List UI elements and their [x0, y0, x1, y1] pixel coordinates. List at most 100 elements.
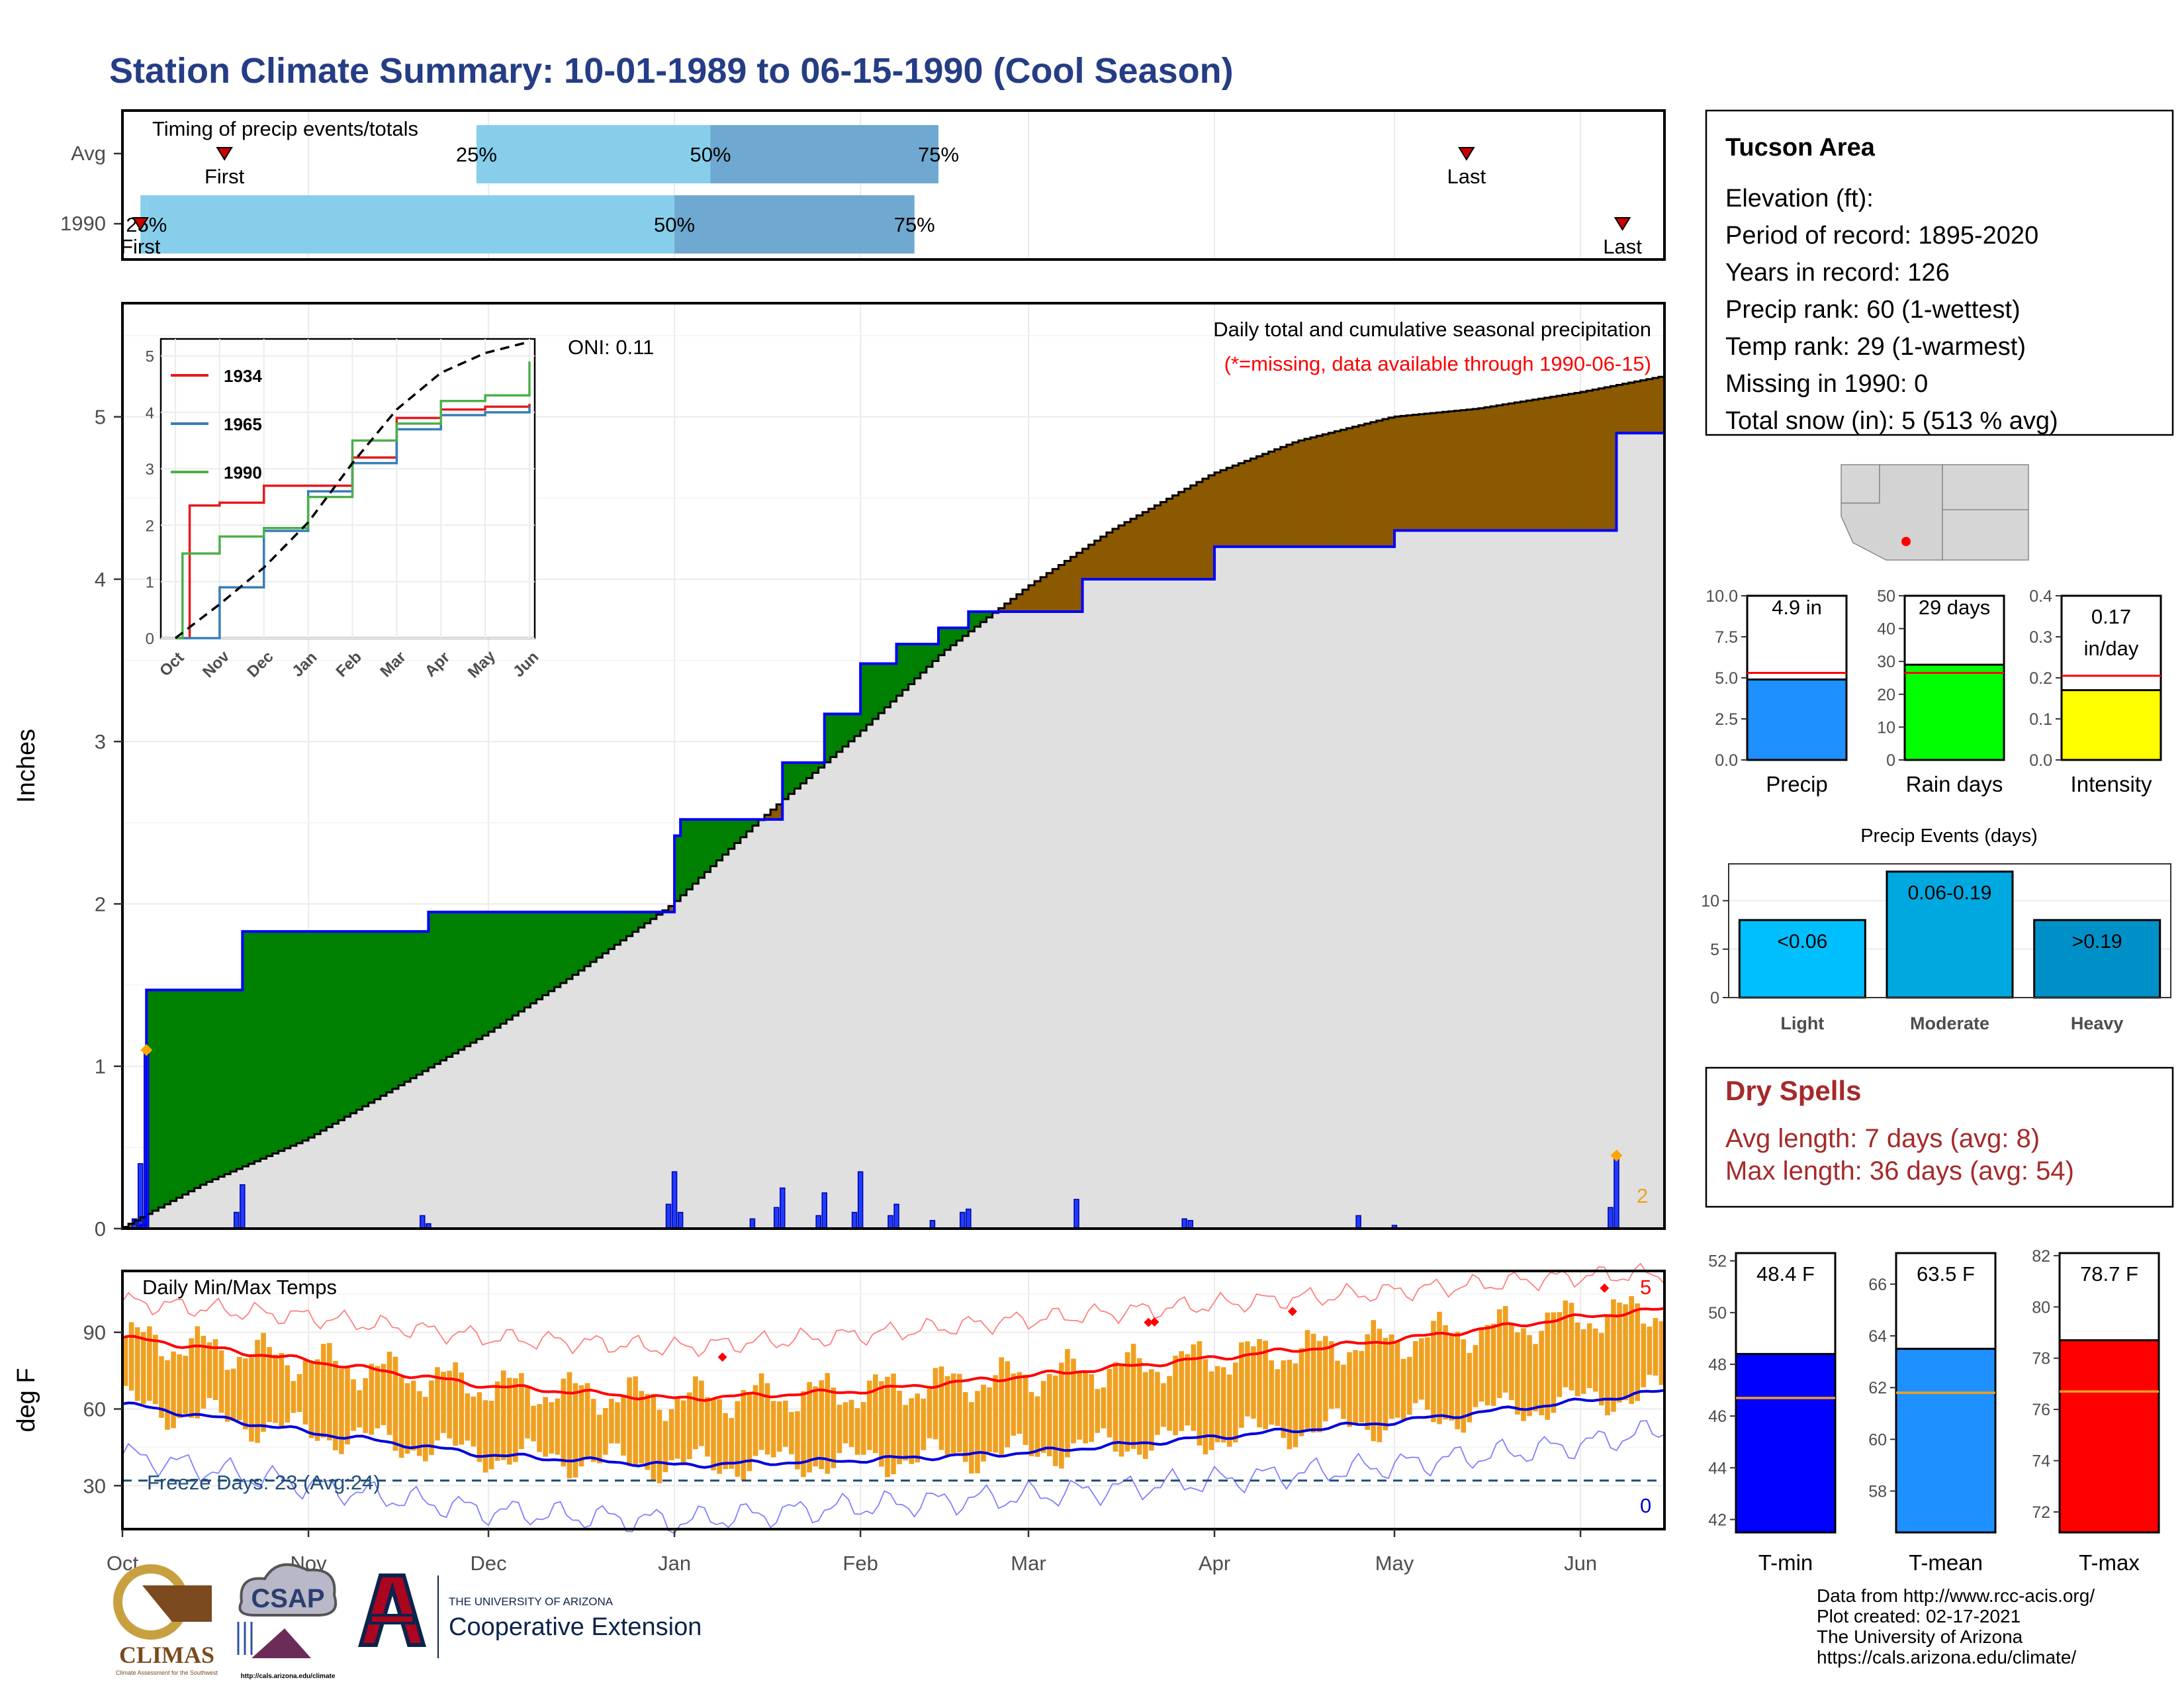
precip-below-avg-area	[1094, 540, 1101, 579]
daily-temp-bar	[837, 1404, 842, 1454]
daily-temp-bar	[987, 1387, 992, 1452]
precip-gray-area	[1010, 612, 1017, 1229]
precip-gray-area	[146, 1213, 153, 1229]
daily-temp-bar	[369, 1364, 375, 1435]
precip-gray-area	[578, 970, 585, 1229]
precip-above-avg-area	[860, 663, 867, 731]
daily-temp-bar	[345, 1367, 350, 1444]
daily-temp-bar	[567, 1372, 572, 1479]
daily-temp-bar	[326, 1342, 332, 1440]
snow-marker	[140, 1044, 153, 1056]
precip-gray-area	[572, 974, 579, 1229]
precip-events-frame	[1728, 863, 2171, 998]
precip-gray-area	[1064, 612, 1071, 1229]
precip-above-avg-area	[650, 912, 657, 919]
station-info-line: Precip rank: 60 (1-wettest)	[1725, 296, 2021, 324]
daily-temp-bar	[296, 1374, 302, 1413]
daily-temp-bar	[572, 1383, 578, 1477]
summary-value-label: 4.9 in	[1772, 596, 1822, 619]
daily-temp-bar	[1179, 1351, 1184, 1431]
climas-logo-text: CLIMAS	[119, 1642, 214, 1668]
precip-above-avg-area	[872, 663, 879, 720]
precip-above-avg-area	[482, 912, 489, 1036]
precip-above-avg-area	[152, 990, 159, 1211]
record-high-marker	[1150, 1317, 1160, 1327]
daily-temp-bar	[615, 1402, 620, 1444]
daily-precip-bar	[1614, 1154, 1619, 1229]
precip-above-avg-area	[884, 663, 891, 708]
daily-temp-bar	[1335, 1360, 1340, 1409]
precip-gray-area	[1634, 433, 1641, 1229]
precip-below-avg-area	[1148, 508, 1155, 579]
precip-above-avg-area	[470, 912, 477, 1043]
precip-above-avg-area	[614, 912, 621, 945]
precip-below-avg-area	[998, 608, 1005, 612]
dry-spells-max: Max length: 36 days (avg: 54)	[1725, 1156, 2074, 1186]
temp-summary-label: T-min	[1758, 1550, 1813, 1575]
precip-gray-area	[1256, 546, 1263, 1229]
precip-y-tick-label: 4	[95, 568, 106, 591]
precip-below-avg-area	[1640, 380, 1647, 434]
precip-subtitle: Daily total and cumulative seasonal prec…	[1213, 318, 1651, 341]
precip-gray-area	[1610, 530, 1617, 1229]
precip-gray-area	[1340, 546, 1347, 1229]
precip-below-avg-area	[1598, 388, 1605, 531]
precip-above-avg-area	[986, 612, 993, 618]
daily-temp-bar	[339, 1368, 344, 1454]
summary-bar-Rain days	[1903, 663, 2005, 761]
daily-temp-bar	[603, 1407, 608, 1455]
precip-above-avg-area	[536, 912, 543, 1000]
daily-temp-bar	[410, 1380, 416, 1451]
timing-label-50: 50%	[654, 213, 695, 236]
inset-legend-label: 1934	[224, 366, 262, 386]
summary-tick-label: 20	[1877, 686, 1895, 704]
precip-below-avg-area	[1244, 461, 1251, 547]
precip-gray-area	[1118, 579, 1125, 1229]
precip-gray-area	[1616, 433, 1623, 1229]
precip-above-avg-area	[458, 912, 465, 1050]
month-axis: Oct Nov Dec Jan Feb Mar Apr May Jun	[107, 1529, 1597, 1575]
daily-temp-bar	[590, 1399, 596, 1462]
precip-gray-area	[260, 1158, 267, 1229]
precip-gray-area	[758, 820, 765, 1229]
precip-gray-area	[836, 751, 843, 1229]
precip-gray-area	[1640, 433, 1647, 1229]
precip-gray-area	[626, 936, 633, 1229]
precip-gray-area	[1172, 579, 1179, 1229]
precip-above-avg-area	[266, 931, 273, 1156]
precip-gray-area	[668, 912, 675, 1229]
precip-gray-area	[1112, 579, 1119, 1229]
daily-temp-bar	[1545, 1312, 1551, 1420]
daily-temp-bar	[531, 1405, 536, 1442]
precip-gray-area	[1412, 530, 1419, 1229]
precip-gray-area	[908, 684, 915, 1229]
precip-gray-area	[1130, 579, 1137, 1229]
daily-temp-bar	[1377, 1329, 1383, 1442]
precip-gray-area	[152, 1211, 159, 1229]
station-info-line: Period of record: 1895-2020	[1725, 222, 2038, 250]
precip-above-avg-area	[410, 931, 417, 1078]
daily-temp-bar	[1598, 1333, 1604, 1406]
avg-max-line	[122, 1307, 1665, 1402]
daily-temp-bar	[1359, 1350, 1364, 1423]
precip-gray-area	[716, 860, 723, 1229]
precip-above-avg-area	[164, 990, 171, 1205]
daily-temp-bar	[543, 1397, 548, 1457]
daily-temp-bar	[482, 1400, 488, 1473]
precip-gray-area	[1100, 579, 1107, 1229]
daily-temp-bar	[1533, 1344, 1538, 1412]
daily-temp-bar	[1484, 1325, 1490, 1405]
precip-gray-area	[440, 1060, 447, 1229]
month-tick-label: Dec	[470, 1552, 506, 1575]
precip-gray-area	[560, 983, 567, 1229]
precip-below-avg-area	[1226, 467, 1233, 547]
precip-below-avg-area	[1220, 470, 1227, 547]
daily-temp-bar	[1611, 1299, 1616, 1412]
daily-temp-bar	[1220, 1367, 1226, 1443]
daily-temp-bar	[1071, 1358, 1076, 1444]
daily-temp-bar	[236, 1356, 242, 1421]
precip-above-avg-area	[272, 931, 279, 1154]
daily-temp-bar	[279, 1352, 285, 1427]
daily-temp-bar	[1467, 1352, 1473, 1423]
daily-temp-bar	[1052, 1375, 1058, 1466]
